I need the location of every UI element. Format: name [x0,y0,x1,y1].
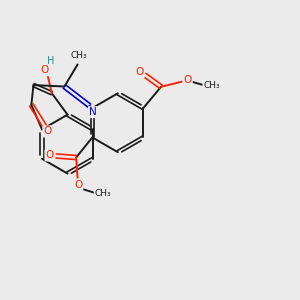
Text: H: H [47,56,54,66]
Text: CH₃: CH₃ [70,51,87,60]
Text: N: N [89,107,97,117]
Text: O: O [74,180,82,190]
Text: CH₃: CH₃ [94,189,111,198]
Text: O: O [135,67,144,77]
Text: O: O [44,127,52,136]
Text: O: O [46,150,54,161]
Text: O: O [41,65,49,75]
Text: CH₃: CH₃ [203,81,220,90]
Text: O: O [183,75,192,85]
